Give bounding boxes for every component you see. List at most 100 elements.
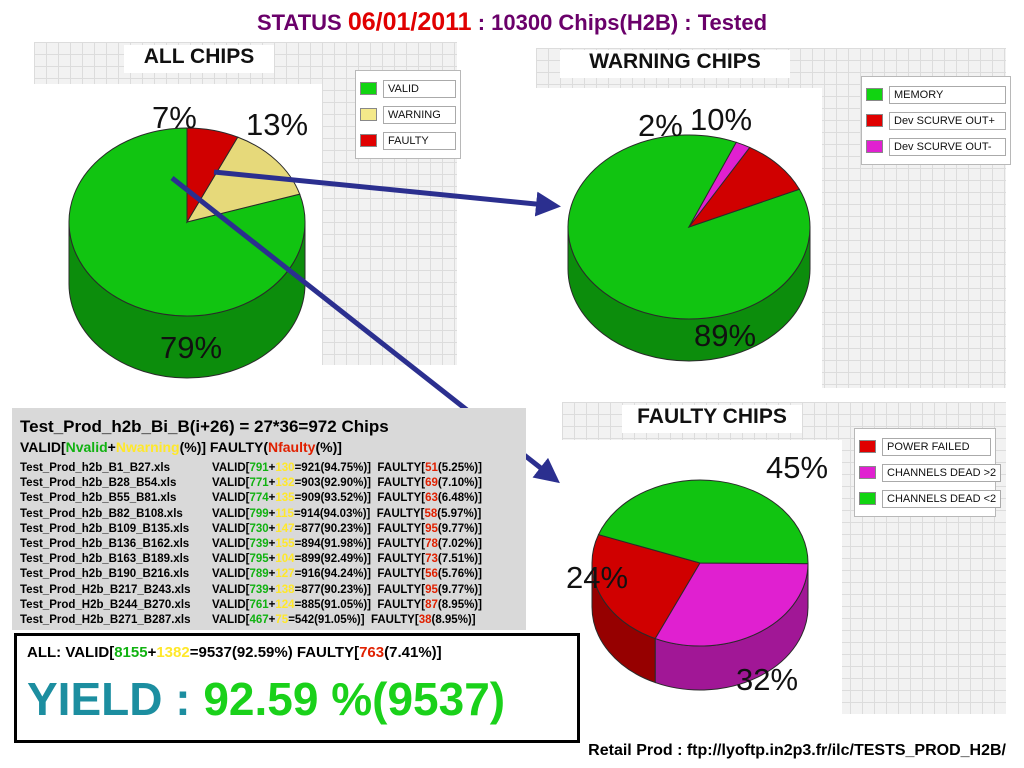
- faulty-chips-slice-channels-dead-2: [597, 479, 809, 565]
- subheader-end: (%)]: [315, 439, 342, 455]
- yield-value: 92.59 %(9537): [203, 673, 506, 725]
- legend-swatch-warning: [360, 108, 377, 121]
- row-total: =899(92.49%)]: [294, 553, 371, 566]
- title-suffix: : 10300 Chips(H2B) : Tested: [477, 10, 768, 35]
- row-total: =914(94.03%)]: [293, 507, 371, 520]
- row-faulty: 78: [425, 538, 438, 550]
- subheader-plus: +: [107, 439, 116, 455]
- legend-item-channels-dead-gt2: CHANNELS DEAD >2: [859, 461, 1002, 484]
- all-chips-label-valid: 79%: [160, 330, 222, 365]
- legend-label-channels-dead-lt2: CHANNELS DEAD <2: [882, 489, 1002, 508]
- row-total: =909(93.52%)]: [294, 492, 371, 505]
- batch-results-table: Test_Prod_h2b_Bi_B(i+26) = 27*36=972 Chi…: [12, 408, 526, 630]
- all-chips-slice-valid: [68, 127, 306, 317]
- legend-item-scurve-minus: Dev SCURVE OUT-: [866, 135, 1006, 158]
- row-warning: 135: [275, 492, 295, 505]
- row-faulty: 95: [425, 522, 438, 535]
- subheader-nwarning: Nwarning: [115, 439, 180, 455]
- faulty-chips-label-channels-dead-gt2: 32%: [736, 662, 798, 697]
- row-file: Test_Prod_h2b_B28_B54.xls: [20, 477, 177, 490]
- row-warning: 132: [275, 477, 295, 490]
- row-file: Test_Prod_H2b_B271_B287.xls: [20, 614, 191, 626]
- row-valid: 771: [249, 477, 269, 490]
- row-faulty: 56: [425, 568, 438, 581]
- warning-chips-label-scurve-minus: 2%: [638, 108, 683, 143]
- row-faulty-pct: (7.02%)]: [437, 538, 482, 550]
- legend-item-memory: MEMORY: [866, 83, 1006, 106]
- row-total: =877(90.23%)]: [294, 583, 371, 596]
- subheader-nvalid: Nvalid: [65, 439, 108, 455]
- row-valid: 739: [249, 538, 269, 550]
- summary-total: =9537(92.59%) FAULTY[: [189, 644, 360, 661]
- all-chips-label-warning: 13%: [246, 107, 308, 142]
- title-date: 06/01/2011: [347, 8, 472, 36]
- summary-line: ALL: VALID[8155+1382=9537(92.59%) FAULTY…: [27, 644, 442, 661]
- faulty-chips-title: FAULTY CHIPS: [622, 405, 802, 433]
- table-row: Test_Prod_h2b_B1_B27.xls VALID[791+130=92…: [20, 462, 482, 474]
- legend-item-scurve-plus: Dev SCURVE OUT+: [866, 109, 1006, 132]
- legend-swatch-power-failed: [859, 440, 876, 453]
- row-valid: 730: [249, 522, 269, 535]
- legend-swatch-scurve-plus: [866, 114, 883, 127]
- legend-item-valid: VALID: [360, 77, 456, 100]
- row-total: =542(91.05%)]: [288, 614, 365, 626]
- table-row: Test_Prod_h2b_B136_B162.xls VALID[739+155…: [20, 538, 482, 550]
- row-faulty: 73: [425, 553, 438, 566]
- row-file: Test_Prod_h2b_B136_B162.xls: [20, 538, 190, 550]
- row-total: =921(94.75%)]: [294, 462, 371, 474]
- row-file: Test_Prod_h2b_B82_B108.xls: [20, 507, 183, 520]
- row-warning: 147: [275, 522, 295, 535]
- legend-item-warning: WARNING: [360, 103, 456, 126]
- row-file: Test_Prod_H2b_B217_B243.xls: [20, 583, 191, 596]
- row-faulty-pct: (7.51%)]: [437, 553, 482, 566]
- row-file: Test_Prod_h2b_B163_B189.xls: [20, 553, 190, 566]
- row-faulty: 51: [425, 462, 438, 474]
- row-faulty-pct: (8.95%)]: [431, 614, 476, 626]
- all-chips-title: ALL CHIPS: [124, 45, 274, 73]
- legend-label-channels-dead-gt2: CHANNELS DEAD >2: [882, 463, 1002, 482]
- warning-chips-pie: [567, 134, 811, 362]
- row-file: Test_Prod_h2b_B55_B81.xls: [20, 492, 177, 505]
- summary-prefix: ALL: VALID[: [27, 644, 115, 661]
- summary-warning: 1382: [156, 644, 190, 661]
- warning-chips-slice-dev-scurve-out: [688, 141, 751, 228]
- row-valid: 761: [249, 598, 269, 611]
- row-faulty-pct: (6.48%)]: [437, 492, 482, 505]
- row-total: =903(92.90%)]: [294, 477, 371, 490]
- row-valid: 467: [249, 614, 269, 626]
- row-warning: 155: [275, 538, 295, 550]
- legend-swatch-memory: [866, 88, 883, 101]
- subheader-valid: VALID[: [20, 439, 66, 455]
- title-prefix: STATUS: [256, 10, 342, 35]
- all-chips-slice-warning: [185, 136, 301, 223]
- row-file: Test_Prod_H2b_B244_B270.xls: [20, 598, 191, 611]
- row-warning: 130: [275, 462, 295, 474]
- row-warning: 124: [275, 598, 295, 611]
- legend-label-valid: VALID: [383, 79, 456, 98]
- row-faulty: 58: [424, 507, 438, 520]
- slide-title: STATUS 06/01/2011 : 10300 Chips(H2B) : T…: [0, 8, 1024, 37]
- row-total: =885(91.05%)]: [294, 598, 371, 611]
- row-faulty-pct: (5.76%)]: [437, 568, 482, 581]
- row-total: =877(90.23%)]: [294, 522, 371, 535]
- table-subheader: VALID[Nvalid+Nwarning(%)] FAULTY(Nfaulty…: [20, 439, 342, 455]
- row-faulty-pct: (9.77%)]: [437, 583, 482, 596]
- table-row: Test_Prod_H2b_B217_B243.xls VALID[739+138…: [20, 583, 482, 596]
- row-file: Test_Prod_h2b_B190_B216.xls: [20, 568, 190, 581]
- footer-ftp-link[interactable]: Retail Prod : ftp://lyoftp.in2p3.fr/ilc/…: [588, 742, 1006, 759]
- row-valid: 795: [249, 553, 269, 566]
- row-warning: 138: [275, 583, 295, 596]
- row-faulty-pct: (5.97%)]: [437, 507, 482, 520]
- row-total: =894(91.98%)]: [294, 538, 371, 550]
- legend-swatch-faulty: [360, 134, 377, 147]
- row-warning: 75: [275, 614, 289, 626]
- warning-chips-legend: MEMORY Dev SCURVE OUT+ Dev SCURVE OUT-: [861, 76, 1011, 165]
- row-valid: 739: [249, 583, 269, 596]
- row-valid: 789: [249, 568, 269, 581]
- legend-swatch-scurve-minus: [866, 140, 883, 153]
- warning-chips-slice-dev-scurve-out: [687, 146, 801, 229]
- yield-line: YIELD : 92.59 %(9537): [27, 672, 505, 726]
- faulty-chips-label-power-failed: 24%: [566, 560, 628, 595]
- row-valid: 774: [249, 492, 269, 505]
